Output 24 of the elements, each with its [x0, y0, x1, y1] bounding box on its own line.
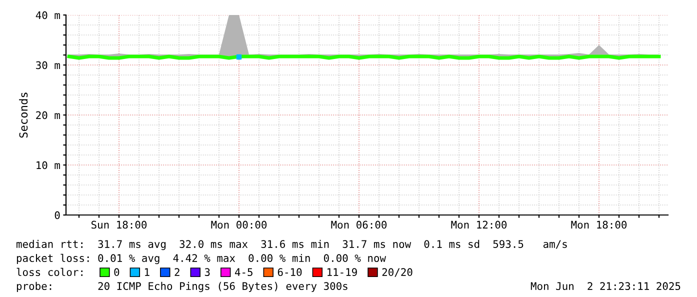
legend-label: 2	[174, 268, 180, 276]
text: Mon Jun 2 21:23:11 2025	[530, 282, 680, 290]
y-tick-label: 0	[54, 211, 60, 220]
y-axis-title: Seconds	[19, 92, 28, 138]
legend-label: 20/20	[382, 268, 412, 277]
legend-label: 11-19	[328, 268, 357, 276]
y-tick-label: 30 m	[36, 61, 60, 70]
x-tick-label: Sun 18:00	[91, 220, 147, 229]
legend-title: loss color:	[16, 268, 82, 276]
legend-label: 4-5	[234, 268, 252, 276]
x-tick-label: Mon 12:00	[451, 220, 507, 229]
legend-label: 6-10	[278, 268, 302, 276]
text: packet loss: 0.01 % avg 4.42 % max 0.00 % min 0.00 % now	[16, 254, 386, 264]
y-tick-label: 10 m	[36, 161, 60, 170]
y-tick-label: 40 m	[36, 11, 60, 20]
x-tick-label: Mon 18:00	[571, 220, 627, 229]
legend-label: 0	[114, 268, 120, 276]
y-tick-label: 20 m	[36, 111, 60, 120]
text: probe: 20 ICMP Echo Pings (56 Bytes) every 300s	[16, 282, 348, 292]
x-tick-label: Mon 06:00	[331, 220, 387, 229]
legend-label: 3	[204, 268, 210, 276]
legend-label: 1	[145, 268, 150, 276]
x-tick-label: Mon 00:00	[211, 220, 267, 229]
text: median rtt: 31.7 ms avg 32.0 ms max 31.6 ms min 31.7 ms now 0.1 ms sd 593.5 am/s	[16, 240, 567, 250]
